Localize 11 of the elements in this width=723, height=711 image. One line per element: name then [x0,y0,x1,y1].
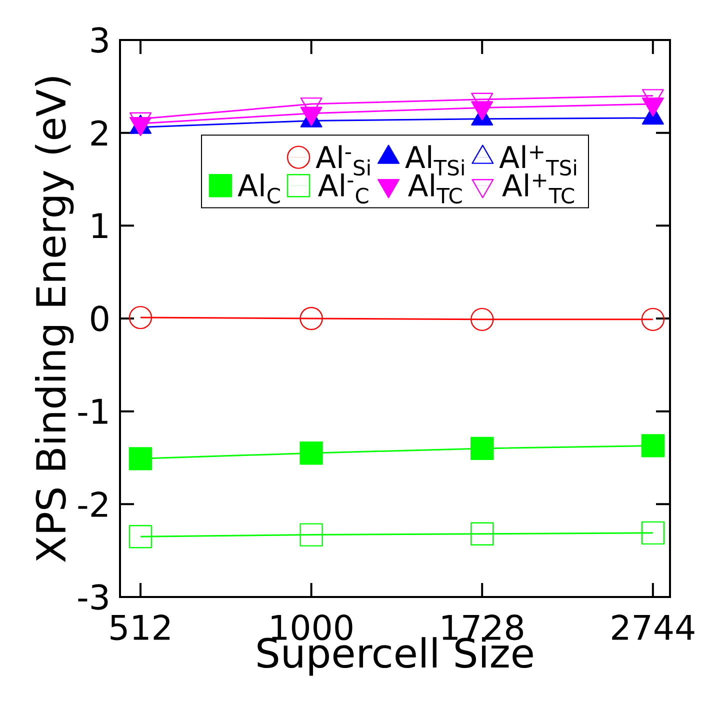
y-tick-label: -2 [78,492,108,517]
y-tick-label: -3 [78,584,108,610]
legend-label: Al$_{C}$ [238,173,280,204]
y-tick-label: 2 [91,120,108,146]
y-tick-label: 3 [91,27,108,53]
x-tick-label: 2744 [612,614,694,640]
y-tick-label: 0 [91,306,108,332]
y-axis-title: XPS Binding Energy (eV) [35,77,74,562]
x-tick-label: 512 [110,614,170,640]
y-tick-label: 1 [92,213,108,238]
y-tick-label: -1 [78,398,108,424]
